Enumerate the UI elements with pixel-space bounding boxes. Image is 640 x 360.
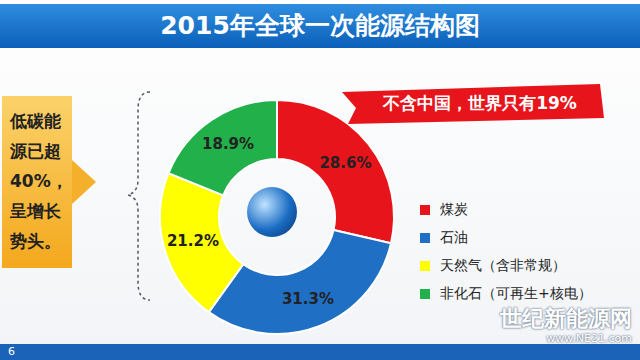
html-text:6: 6	[8, 345, 15, 358]
html-text:世纪新能源网: 世纪新能源网	[500, 306, 632, 331]
html-text:煤炭: 煤炭	[440, 201, 468, 217]
html-text:势头。: 势头。	[10, 231, 61, 251]
html-text:呈增长: 呈增长	[10, 201, 61, 221]
html-text:源已超: 源已超	[10, 141, 61, 161]
svg-text:28.6%: 28.6%	[319, 154, 371, 172]
html-text:低碳能: 低碳能	[10, 111, 61, 131]
svg-text:18.9%: 18.9%	[202, 135, 254, 153]
html-text:2015年全球一次能源结构图: 2015年全球一次能源结构图	[160, 11, 480, 40]
html-text:不含中国，世界只有19%: 不含中国，世界只有19%	[383, 93, 577, 113]
html-text:石油: 石油	[440, 229, 468, 245]
html-text:www.NE21.com: www.NE21.com	[546, 332, 632, 345]
html-text:天然气（含非常规）: 天然气（含非常规）	[440, 257, 566, 273]
svg-text:21.2%: 21.2%	[167, 232, 219, 250]
html-text:40%，: 40%，	[10, 171, 68, 191]
html-text:非化石（可再生+核电）: 非化石（可再生+核电）	[440, 285, 592, 301]
svg-text:31.3%: 31.3%	[282, 290, 334, 308]
